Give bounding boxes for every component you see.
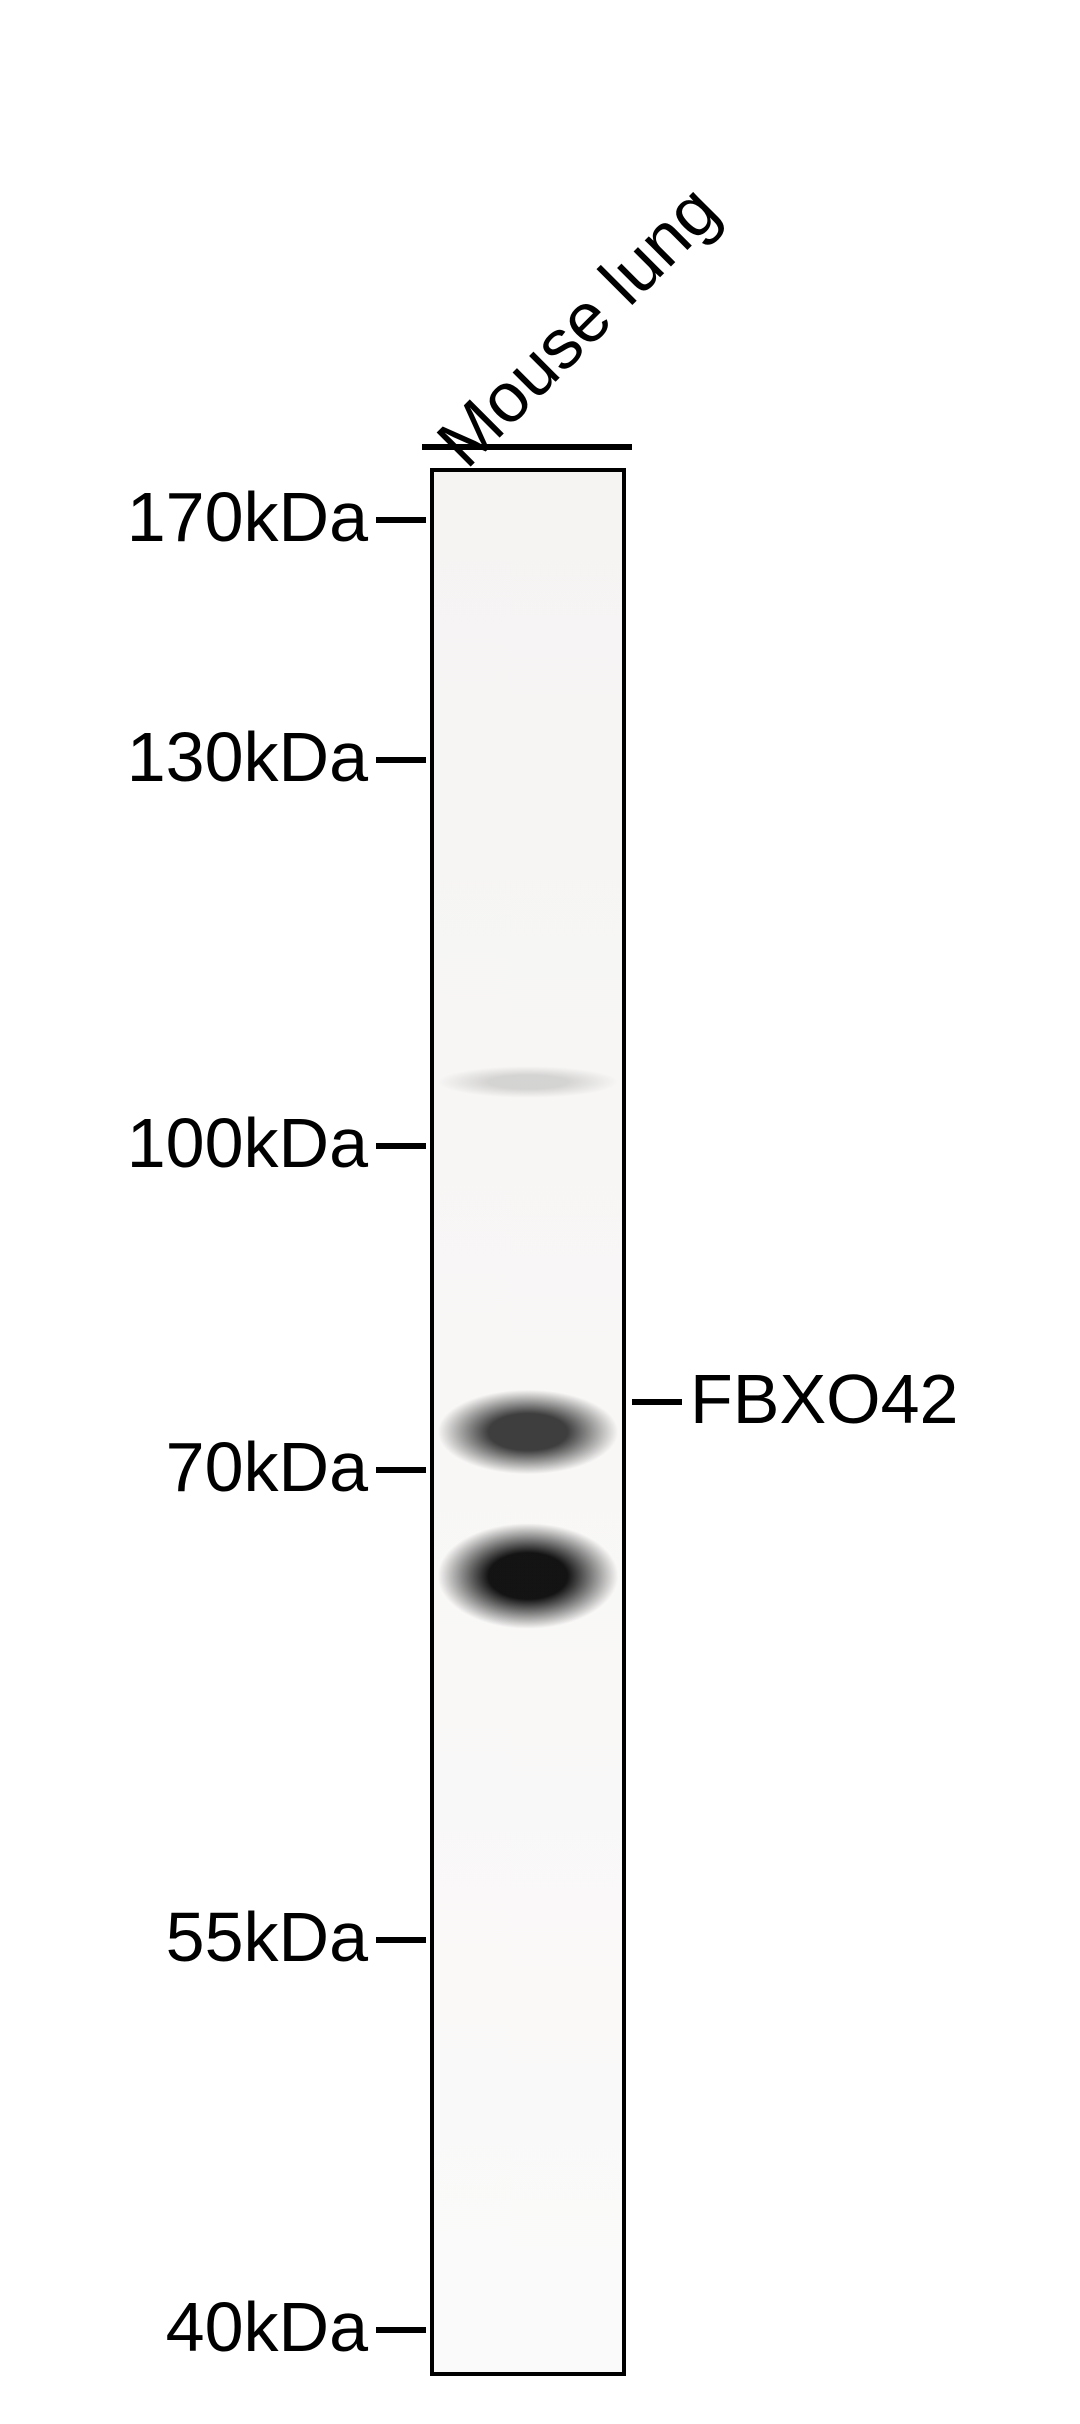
lane-header-underline [422, 444, 632, 450]
blot-lane [430, 468, 626, 2376]
strong-band-65kda [434, 1516, 622, 1636]
target-annotation-tick [632, 1399, 682, 1405]
marker-tick-170kda [376, 517, 426, 523]
marker-label-170kda: 170kDa [48, 477, 368, 557]
marker-label-130kda: 130kDa [48, 717, 368, 797]
marker-label-40kda: 40kDa [48, 2287, 368, 2367]
marker-tick-130kda [376, 757, 426, 763]
western-blot-figure: Mouse lung FBXO42 170kDa 130kDa 100kDa 70kD… [0, 0, 1080, 2424]
marker-label-100kda: 100kDa [48, 1103, 368, 1183]
lane-header-label: Mouse lung [421, 170, 733, 482]
marker-tick-40kda [376, 2327, 426, 2333]
faint-band-110kda [434, 1064, 622, 1100]
marker-label-55kda: 55kDa [48, 1897, 368, 1977]
marker-tick-55kda [376, 1937, 426, 1943]
marker-tick-70kda [376, 1467, 426, 1473]
marker-label-70kda: 70kDa [48, 1427, 368, 1507]
target-annotation-label: FBXO42 [690, 1359, 958, 1439]
fbxo42-band-80kda [434, 1384, 622, 1480]
marker-tick-100kda [376, 1143, 426, 1149]
